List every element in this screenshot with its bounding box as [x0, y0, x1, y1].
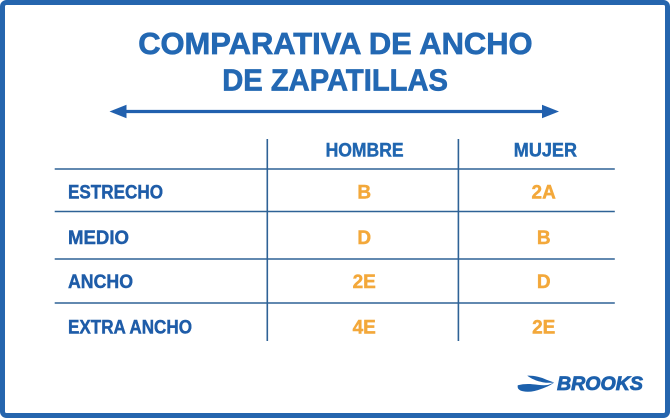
- svg-text:4E: 4E: [353, 317, 376, 338]
- svg-text:EXTRA ANCHO: EXTRA ANCHO: [68, 317, 192, 338]
- svg-text:HOMBRE: HOMBRE: [326, 141, 404, 162]
- svg-text:COMPARATIVA DE ANCHO: COMPARATIVA DE ANCHO: [138, 26, 532, 61]
- svg-text:D: D: [537, 272, 551, 293]
- svg-text:BROOKS: BROOKS: [557, 374, 643, 395]
- svg-text:MEDIO: MEDIO: [68, 228, 129, 249]
- svg-text:2E: 2E: [353, 272, 376, 293]
- svg-text:B: B: [537, 228, 551, 249]
- svg-text:ANCHO: ANCHO: [68, 272, 133, 293]
- svg-text:D: D: [357, 228, 371, 249]
- svg-text:DE ZAPATILLAS: DE ZAPATILLAS: [222, 62, 448, 97]
- svg-text:2A: 2A: [532, 183, 557, 204]
- svg-text:2E: 2E: [532, 317, 555, 338]
- svg-text:MUJER: MUJER: [514, 141, 577, 162]
- svg-text:ESTRECHO: ESTRECHO: [68, 183, 163, 204]
- svg-text:B: B: [357, 183, 371, 204]
